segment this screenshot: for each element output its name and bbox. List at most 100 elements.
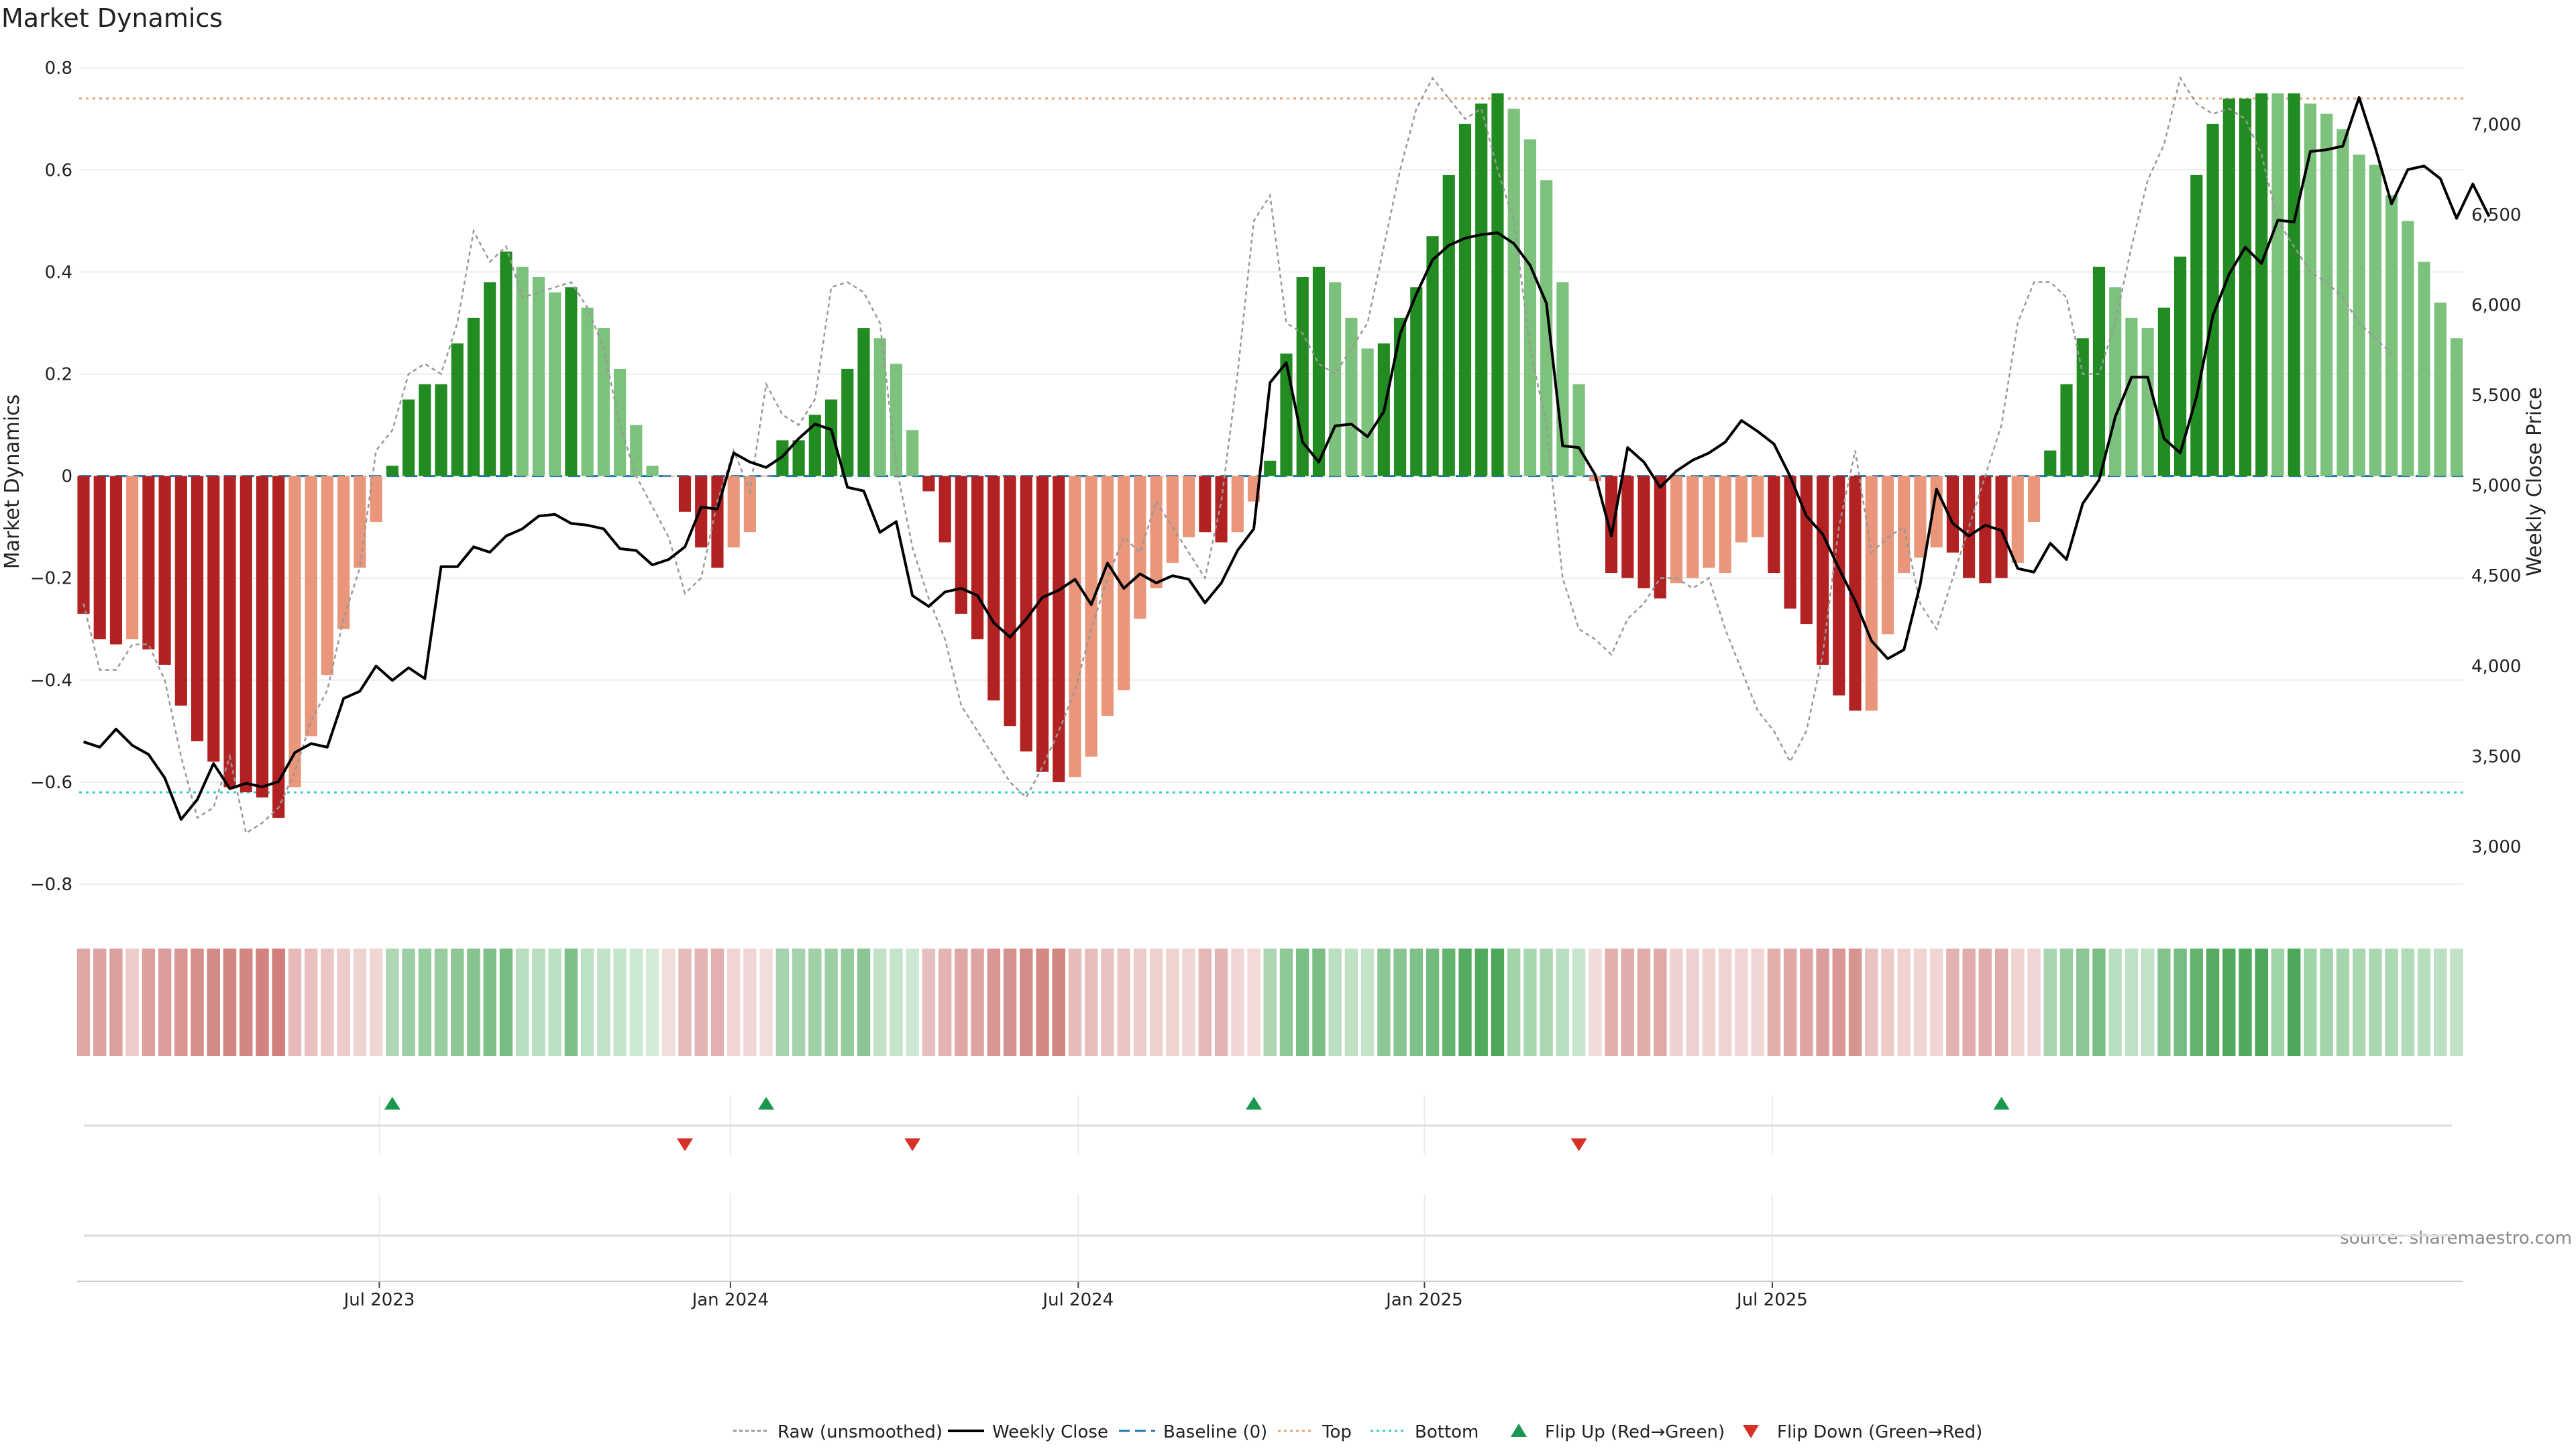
bar [1085,476,1097,757]
strip-cell [1881,949,1894,1056]
strip-cell [239,949,253,1056]
strip-cell [2401,949,2415,1056]
bar [2027,476,2041,523]
strip-cell [2450,949,2463,1056]
strip-cell [1263,949,1277,1056]
bar [890,364,903,476]
strip-cell [1994,949,2008,1056]
strip-cell [2352,949,2366,1056]
regime-strip [76,949,2463,1056]
strip-cell [2190,949,2204,1056]
strip-cell [1393,949,1407,1056]
strip-cell [2271,949,2285,1056]
y2-tick-label: 4,000 [2471,657,2521,677]
bar [1963,476,1976,578]
legend-label: Flip Up (Red→Green) [1545,1422,1725,1442]
strip-cell [1360,949,1375,1056]
strip-cell [1783,949,1797,1056]
bar [2092,266,2106,476]
strip-cell [2125,949,2139,1056]
y-tick-label: −0.4 [30,671,72,691]
bar [1393,317,1407,476]
flip-up-marker [1246,1097,1263,1110]
bar [1118,476,1130,690]
bar [2157,307,2170,476]
strip-cell [2288,949,2301,1056]
strip-cell [1654,949,1667,1056]
bar [1150,476,1163,588]
strip-cell [1572,949,1586,1056]
flip-down-marker [904,1138,921,1151]
bar [906,430,919,476]
strip-cell [1978,949,1992,1056]
x-tick-label: Jul 2025 [1735,1290,1808,1310]
strip-cell [305,949,318,1056]
bar [922,476,935,492]
strip-cell [1003,949,1017,1056]
bar [662,476,675,477]
bar [808,415,821,476]
strip-cell [337,949,350,1056]
bar [1004,476,1016,727]
strip-cell [1085,949,1098,1056]
x-tick-label: Jul 2024 [1041,1290,1114,1310]
bar [2353,154,2365,476]
bar [1784,476,1796,609]
strip-cell [1442,949,1456,1056]
strip-cell [1182,949,1195,1056]
bar [1849,476,1862,711]
bar [1345,317,1358,476]
strip-cell [1540,949,1553,1056]
bar [2141,328,2154,476]
strip-cell [1832,949,1845,1056]
bar [2239,98,2252,476]
bar [1638,476,1650,588]
strip-cell [1946,949,1960,1056]
bar [1442,174,1455,476]
bar [987,476,1000,701]
strip-cell [1231,949,1244,1056]
strip-cell [434,949,448,1056]
y2-tick-label: 7,000 [2471,115,2521,136]
flip-up-marker [1993,1097,2010,1110]
legend-swatch [1511,1424,1527,1437]
bar [467,317,480,476]
bar [1881,476,1894,635]
y-tick-label: 0.4 [45,262,72,282]
bar [142,476,155,650]
bar [1800,476,1813,625]
strip-cell [2027,949,2041,1056]
strip-cell [629,949,643,1056]
legend-label: Top [1322,1422,1352,1442]
strip-cell [451,949,464,1056]
bar [337,476,350,629]
strip-cell [1962,949,1976,1056]
strip-cell [321,949,334,1056]
bar [1654,476,1666,599]
strip-cell [1897,949,1911,1056]
bar [2304,103,2317,476]
strip-cell [548,949,561,1056]
flip-markers [384,1097,2010,1151]
strip-cell [2076,949,2090,1056]
strip-cell [1605,949,1618,1056]
bar [2450,338,2463,476]
strip-cell [256,949,269,1056]
strip-cell [93,949,107,1056]
strip-cell [288,949,302,1056]
bar [516,266,529,476]
bar [1540,180,1553,476]
bar [2109,287,2122,476]
strip-cell [1458,949,1472,1056]
strip-cell [2059,949,2074,1056]
bar [2385,195,2398,476]
bar [1491,93,1504,476]
strip-cell [158,949,172,1056]
bar [1946,476,1959,553]
histogram-bars [77,93,2463,818]
strip-cell [1913,949,1927,1056]
bar [191,476,204,742]
bar [955,476,967,614]
strip-cell [1523,949,1537,1056]
